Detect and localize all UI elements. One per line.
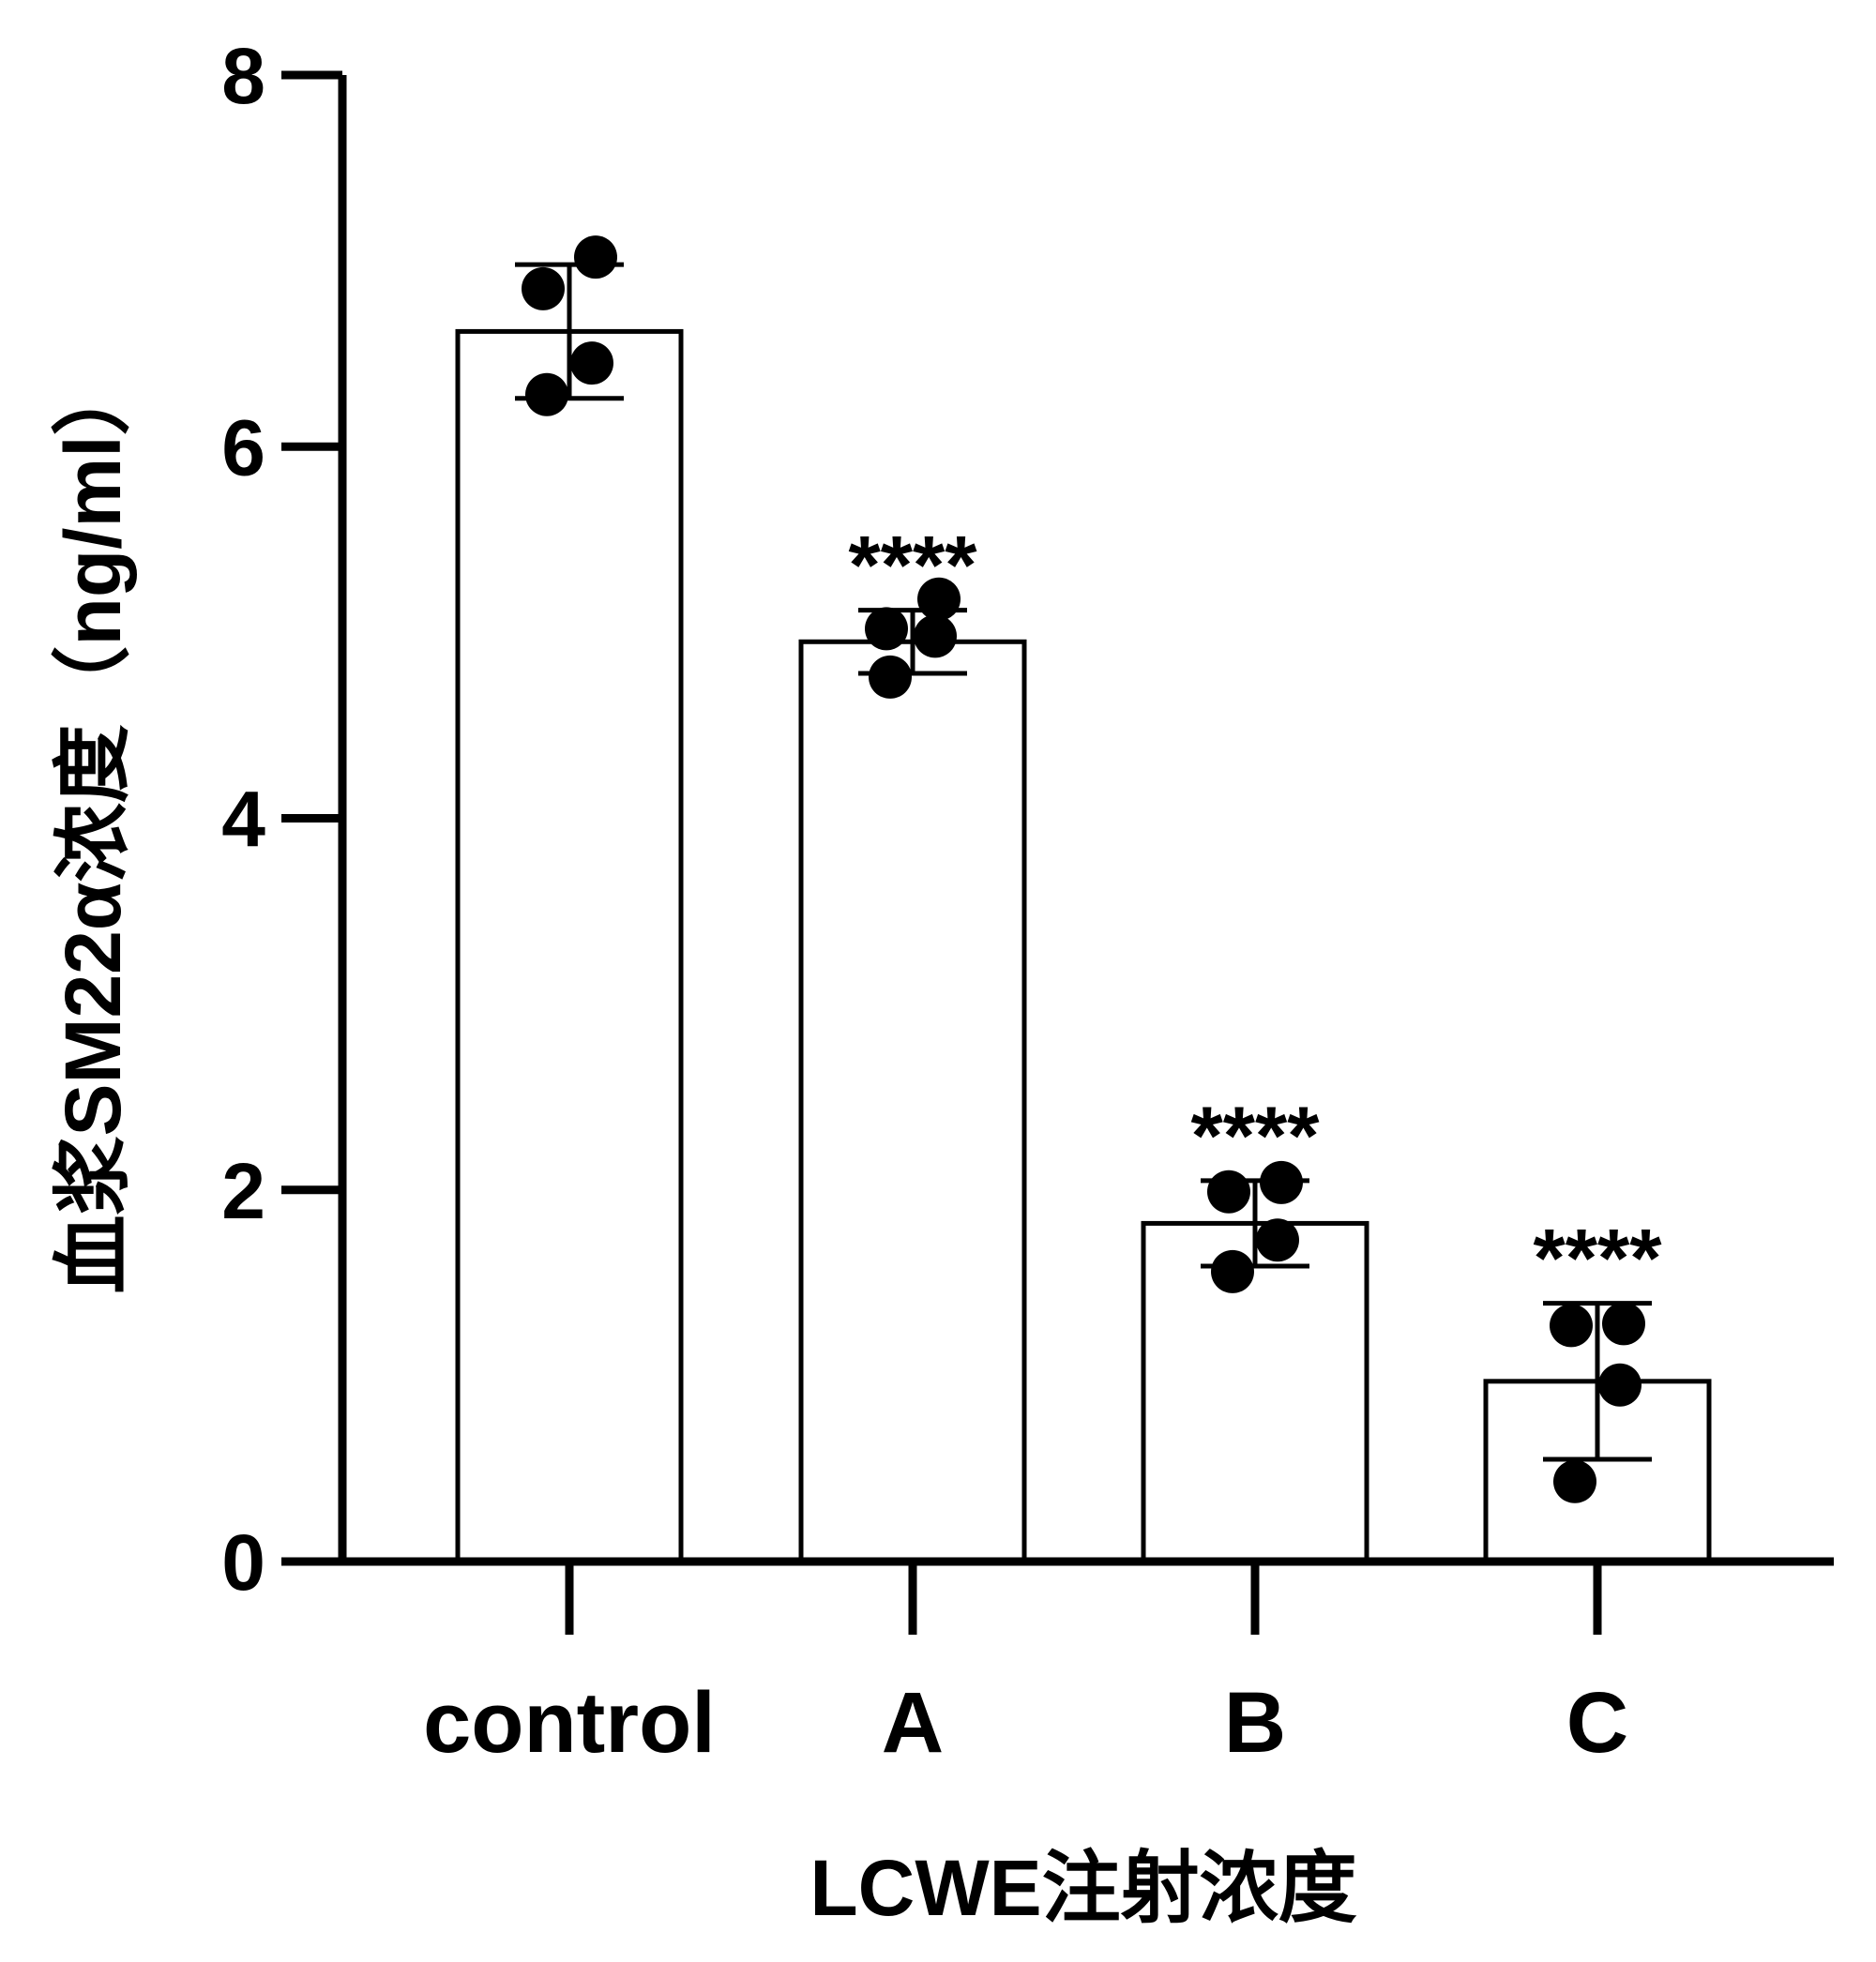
y-tick-label-8: 8 xyxy=(221,32,265,120)
data-point-a-1 xyxy=(917,577,961,621)
x-tick-label-a: A xyxy=(882,1675,944,1771)
bar-control xyxy=(455,328,684,1564)
bar-a xyxy=(798,639,1027,1564)
x-tick-label-c: C xyxy=(1566,1675,1628,1771)
data-point-c-2 xyxy=(1550,1304,1593,1348)
data-point-c-3 xyxy=(1598,1363,1642,1407)
y-axis-title: 血浆SM22α浓度（ng/ml） xyxy=(49,356,137,1293)
data-point-control-3 xyxy=(570,341,613,385)
y-tick-label-2: 2 xyxy=(221,1147,265,1235)
data-point-c-1 xyxy=(1602,1302,1645,1346)
data-point-b-2 xyxy=(1207,1170,1250,1214)
y-tick-label-4: 4 xyxy=(221,776,265,864)
bar-b xyxy=(1141,1220,1369,1564)
x-tick-label-b: B xyxy=(1224,1675,1286,1771)
significance-label-a: **** xyxy=(849,519,978,611)
y-tick-label-6: 6 xyxy=(221,403,265,491)
x-axis-title: LCWE注射浓度 xyxy=(809,1844,1356,1932)
points-layer: **** **** **** xyxy=(515,235,1662,1503)
data-point-a-2 xyxy=(865,607,908,651)
x-tick-label-control: control xyxy=(423,1675,716,1771)
data-point-b-3 xyxy=(1256,1218,1299,1262)
data-point-b-4 xyxy=(1211,1249,1254,1293)
data-point-control-1 xyxy=(574,235,617,279)
data-point-control-4 xyxy=(525,372,568,416)
data-point-a-4 xyxy=(869,655,912,699)
axes-layer: control A B C 0 2 4 6 8 xyxy=(221,32,1834,1771)
data-point-a-3 xyxy=(914,614,957,658)
significance-label-b: **** xyxy=(1191,1089,1321,1182)
data-point-control-2 xyxy=(522,266,565,310)
y-tick-label-0: 0 xyxy=(221,1518,265,1607)
data-point-c-4 xyxy=(1553,1459,1596,1503)
data-point-b-1 xyxy=(1260,1160,1303,1204)
bars-layer xyxy=(455,328,1712,1564)
significance-label-c: **** xyxy=(1534,1212,1663,1305)
